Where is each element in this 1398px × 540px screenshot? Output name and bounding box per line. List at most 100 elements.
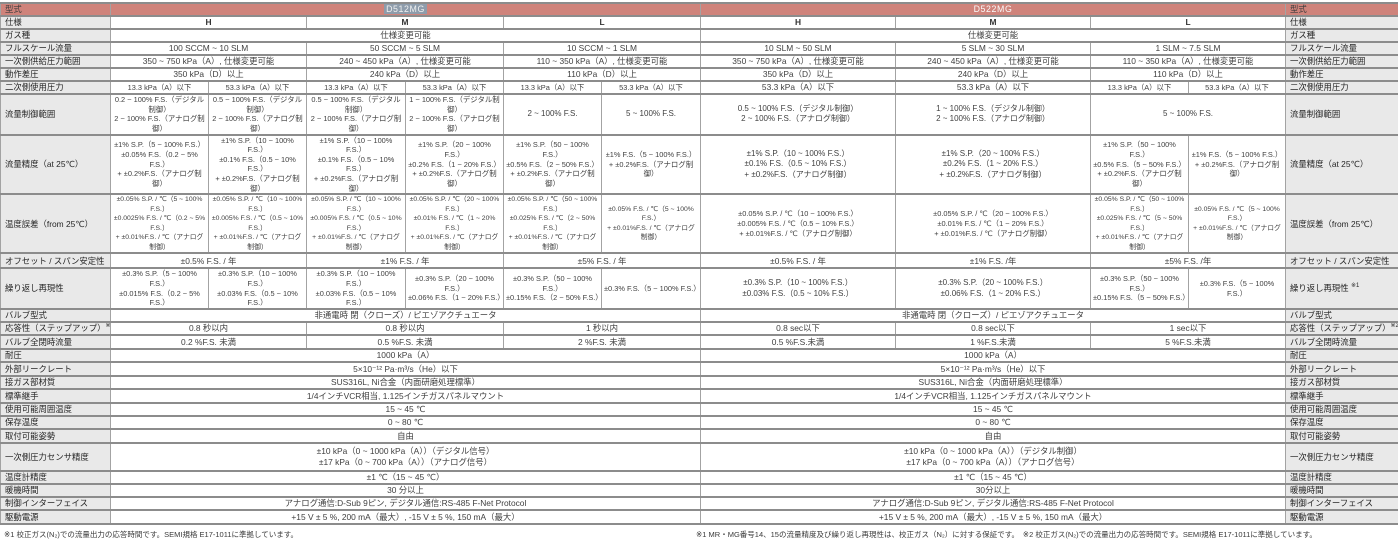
cell-temp-error-d522-h: ±0.05% S.P. / ℃（10 ~ 100% F.S.） ±0.005% … [701,194,896,253]
cell-control-d512-l13: 2 ~ 100% F.S. [504,94,602,135]
row-accuracy: 流量精度（at 25℃） ±1% S.P.（5 ~ 100% F.S.） ±0.… [1,135,1398,195]
cell-temp-error-d512-l13: ±0.05% S.P. / ℃（50 ~ 100% F.S.） ±0.025% … [504,194,602,253]
row-label-full-scale-right: フルスケール流量 [1286,42,1398,55]
cell-supply-d512-m: 240 ~ 450 kPa（A）, 仕様変更可能 [307,55,504,68]
cell-power-d522: +15 V ± 5 %, 200 mA（最大）, -15 V ± 5 %, 15… [701,510,1286,524]
row-label-fitting-left: 標準継手 [1,389,111,403]
cell-thermometer-d522: ±1 ℃（15 ~ 45 ℃） [701,471,1286,484]
row-label-thermometer-left: 温度計精度 [1,471,111,484]
row-label-model-left: 型式 [1,3,111,16]
row-label-thermometer-right: 温度計精度 [1286,471,1398,484]
cell-offset-d512-l: ±5% F.S. / 年 [504,253,701,268]
cell-proof-pressure-d522: 1000 kPa（A） [701,349,1286,362]
row-label-gas-left: ガス種 [1,29,111,42]
row-valve-closed-flow: バルブ全閉時流量 0.2 %F.S. 未満 0.5 %F.S. 未満 2 %F.… [1,335,1398,349]
row-label-spec-left: 仕様 [1,16,111,29]
cell-full-scale-d522-m: 5 SLM ~ 30 SLM [896,42,1091,55]
cell-accuracy-d522-l13: ±1% S.P.（50 ~ 100% F.S.） ±0.5% F.S.（5 ~ … [1091,135,1189,195]
cell-control-d512-m53: 1 ~ 100% F.S.（デジタル制御） 2 ~ 100% F.S.（アナログ… [406,94,504,135]
cell-secondary-d512-h13: 13.3 kPa（A）以下 [111,81,209,94]
cell-supply-d512-l: 110 ~ 350 kPa（A）, 仕様変更可能 [504,55,701,68]
cell-accuracy-d512-h53: ±1% S.P.（10 ~ 100% F.S.） ±0.1% F.S.（0.5 … [209,135,307,195]
row-label-repeatability-right: 繰り返し再現性 ※1 [1286,268,1398,309]
row-offset-span: オフセット / スパン安定性 ±0.5% F.S. / 年 ±1% F.S. /… [1,253,1398,268]
row-label-accuracy-right: 流量精度（at 25℃） [1286,135,1398,195]
cell-valve-closed-d512-m: 0.5 %F.S. 未満 [307,335,504,349]
cell-warmup-d522: 30分以上 [701,484,1286,497]
cell-repeat-d512-l53: ±0.3% F.S.（5 ~ 100% F.S.） [602,268,701,309]
cell-gas-d522: 仕様変更可能 [701,29,1286,42]
row-label-proof-pressure-right: 耐圧 [1286,349,1398,362]
row-label-offset-right: オフセット / スパン安定性 [1286,253,1398,268]
cell-supply-d512-h: 350 ~ 750 kPa（A）, 仕様変更可能 [111,55,307,68]
model-d522-cell: D522MG [701,3,1286,16]
cell-accuracy-d512-m13: ±1% S.P.（10 ~ 100% F.S.） ±0.1% F.S.（0.5 … [307,135,406,195]
cell-control-d512-h53: 0.5 ~ 100% F.S.（デジタル制御） 2 ~ 100% F.S.（アナ… [209,94,307,135]
cell-control-d522-l: 5 ~ 100% F.S. [1091,94,1286,135]
cell-temp-error-d512-l53: ±0.05% F.S. / ℃（5 ~ 100% F.S.） + ±0.01%F… [602,194,701,253]
row-label-control-right: 流量制御範囲 [1286,94,1398,135]
row-warmup: 暖機時間 30 分以上 30分以上 暖機時間 [1,484,1398,497]
cell-valve-type-d512: 非通電時 閉（クローズ）/ ピエゾアクチュエータ [111,309,701,322]
row-control-range: 流量制御範囲 0.2 ~ 100% F.S.（デジタル制御） 2 ~ 100% … [1,94,1398,135]
row-label-response-right: 応答性（ステップアップ）※2 [1286,322,1398,335]
row-label-supply-right: 一次側供給圧力範囲 [1286,55,1398,68]
cell-valve-type-d522: 非通電時 閉（クローズ）/ ピエゾアクチュエータ [701,309,1286,322]
row-label-secondary-right: 二次側使用圧力 [1286,81,1398,94]
spec-col-d512-m: M [307,16,504,29]
row-supply-pressure: 一次側供給圧力範囲 350 ~ 750 kPa（A）, 仕様変更可能 240 ~… [1,55,1398,68]
cell-response-d522-h: 0.8 sec以下 [701,322,896,335]
cell-valve-closed-d512-l: 2 %F.S. 未満 [504,335,701,349]
row-model: 型式 D512MG D522MG 型式 [1,3,1398,16]
row-label-ambient-temp-left: 使用可能周囲温度 [1,403,111,416]
row-pressure-sensor: 一次側圧力センサ精度 ±10 kPa（0 ~ 1000 kPa（A））（デジタル… [1,443,1398,471]
row-label-repeatability-left: 繰り返し再現性 [1,268,111,309]
cell-diff-d522-m: 240 kPa（D）以上 [896,68,1091,81]
cell-power-d512: +15 V ± 5 %, 200 mA（最大）, -15 V ± 5 %, 15… [111,510,701,524]
cell-temp-error-d522-l13: ±0.05% S.P. / ℃（50 ~ 100% F.S.） ±0.025% … [1091,194,1189,253]
row-power: 駆動電源 +15 V ± 5 %, 200 mA（最大）, -15 V ± 5 … [1,510,1398,524]
cell-full-scale-d522-l: 1 SLM ~ 7.5 SLM [1091,42,1286,55]
cell-gas-d512: 仕様変更可能 [111,29,701,42]
row-label-gas-right: ガス種 [1286,29,1398,42]
row-label-ambient-temp-right: 使用可能周囲温度 [1286,403,1398,416]
row-label-interface-right: 制御インターフェイス [1286,497,1398,510]
row-label-valve-type-right: バルブ型式 [1286,309,1398,322]
cell-diff-d512-m: 240 kPa（D）以上 [307,68,504,81]
cell-secondary-d512-m13: 13.3 kPa（A）以下 [307,81,406,94]
row-label-warmup-left: 暖機時間 [1,484,111,497]
footnotes: ※1 校正ガス(N₂)での流量出力の応答時間です。SEMI規格 E17-1011… [0,525,1398,540]
cell-repeat-d522-h: ±0.3% S.P.（10 ~ 100% F.S.） ±0.03% F.S.（0… [701,268,896,309]
row-thermometer: 温度計精度 ±1 ℃（15 ~ 45 ℃） ±1 ℃（15 ~ 45 ℃） 温度… [1,471,1398,484]
row-secondary-pressure: 二次側使用圧力 13.3 kPa（A）以下 53.3 kPa（A）以下 13.3… [1,81,1398,94]
cell-accuracy-d512-h13: ±1% S.P.（5 ~ 100% F.S.） ±0.05% F.S.（0.2 … [111,135,209,195]
cell-diff-d512-h: 350 kPa（D）以上 [111,68,307,81]
cell-orientation-d512: 自由 [111,429,701,443]
spec-table: 型式 D512MG D522MG 型式 仕様 H M L H M L 仕様 ガス… [0,2,1398,525]
cell-interface-d512: アナログ通信:D-Sub 9ピン, デジタル通信:RS-485 F-Net Pr… [111,497,701,510]
cell-accuracy-d512-l53: ±1% F.S.（5 ~ 100% F.S.） + ±0.2%F.S.（アナログ… [602,135,701,195]
cell-secondary-d512-l53: 53.3 kPa（A）以下 [602,81,701,94]
row-label-supply-left: 一次側供給圧力範囲 [1,55,111,68]
cell-fitting-d512: 1/4インチVCR相当, 1.125インチガスパネルマウント [111,389,701,403]
cell-supply-d522-m: 240 ~ 450 kPa（A）, 仕様変更可能 [896,55,1091,68]
cell-orientation-d522: 自由 [701,429,1286,443]
repeatability-footnote-marker: ※1 [1351,284,1359,290]
cell-ambient-temp-d512: 15 ~ 45 ℃ [111,403,701,416]
cell-accuracy-d512-m53: ±1% S.P.（20 ~ 100% F.S.） ±0.2% F.S.（1 ~ … [406,135,504,195]
cell-offset-d522-h: ±0.5% F.S. / 年 [701,253,896,268]
row-label-diff-right: 動作差圧 [1286,68,1398,81]
row-label-fitting-right: 標準継手 [1286,389,1398,403]
cell-fitting-d522: 1/4インチVCR相当, 1.125インチガスパネルマウント [701,389,1286,403]
cell-control-d522-h: 0.5 ~ 100% F.S.（デジタル制御） 2 ~ 100% F.S.（アナ… [701,94,896,135]
cell-repeat-d512-h53: ±0.3% S.P.（10 ~ 100% F.S.） ±0.03% F.S.（0… [209,268,307,309]
cell-diff-d522-l: 110 kPa（D）以上 [1091,68,1286,81]
cell-accuracy-d522-l53: ±1% F.S.（5 ~ 100% F.S.） + ±0.2%F.S.（アナログ… [1189,135,1286,195]
row-label-proof-pressure-left: 耐圧 [1,349,111,362]
row-label-accuracy-left: 流量精度（at 25℃） [1,135,111,195]
cell-repeat-d522-m: ±0.3% S.P.（20 ~ 100% F.S.） ±0.06% F.S.（1… [896,268,1091,309]
cell-offset-d522-l: ±5% F.S. /年 [1091,253,1286,268]
cell-temp-error-d522-l53: ±0.05% F.S. / ℃（5 ~ 100% F.S.） + ±0.01%F… [1189,194,1286,253]
cell-control-d512-h13: 0.2 ~ 100% F.S.（デジタル制御） 2 ~ 100% F.S.（アナ… [111,94,209,135]
row-ambient-temp: 使用可能周囲温度 15 ~ 45 ℃ 15 ~ 45 ℃ 使用可能周囲温度 [1,403,1398,416]
